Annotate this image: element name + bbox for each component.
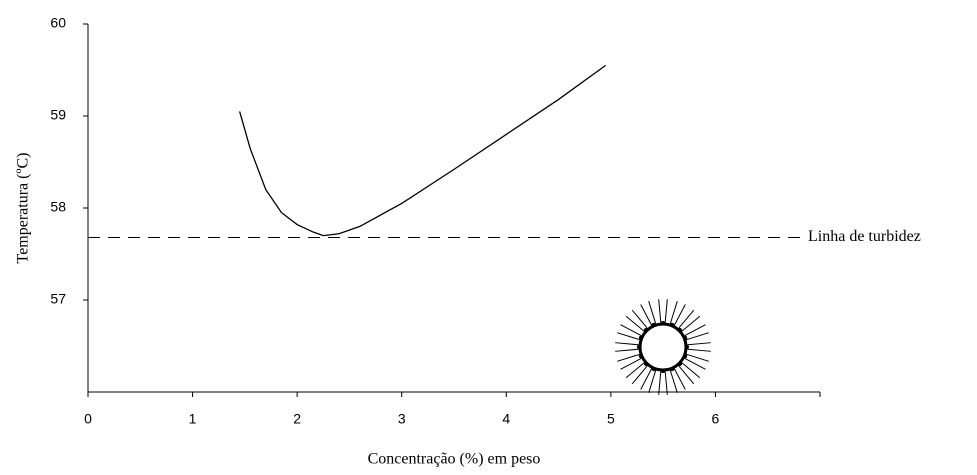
y-axis-label: Temperatura (ºC) bbox=[15, 153, 32, 264]
micelle-tail bbox=[681, 362, 701, 379]
micelle-tail bbox=[664, 371, 668, 395]
micelle-tail bbox=[658, 299, 662, 323]
curve bbox=[239, 64, 607, 237]
x-tick-label: 5 bbox=[607, 411, 615, 427]
micelle-tail bbox=[678, 365, 695, 385]
y-tick-label: 57 bbox=[50, 291, 66, 307]
micelle-tail bbox=[658, 371, 662, 395]
micelle-tail bbox=[631, 309, 648, 329]
micelle-tail bbox=[620, 358, 642, 370]
micelle-tail bbox=[669, 370, 678, 393]
micelle-tail bbox=[686, 353, 709, 362]
y-tick-label: 60 bbox=[50, 15, 66, 31]
micelle-tail bbox=[615, 348, 639, 352]
y-tick-label: 59 bbox=[50, 107, 66, 123]
micelle-tail bbox=[686, 332, 709, 341]
micelle-tail bbox=[640, 304, 652, 326]
micelle-tail bbox=[687, 348, 711, 352]
micelle-tail bbox=[631, 365, 648, 385]
micelle-tail bbox=[674, 368, 686, 390]
micelle-tail bbox=[669, 301, 678, 324]
micelle-tail bbox=[625, 315, 645, 332]
micelle-tail bbox=[684, 358, 706, 370]
x-tick-label: 4 bbox=[502, 411, 510, 427]
reference-line-label: Linha de turbidez bbox=[808, 228, 921, 245]
micelle-tail bbox=[687, 342, 711, 346]
x-axis-label: Concentração (%) em peso bbox=[368, 451, 541, 468]
micelle-tail bbox=[684, 324, 706, 336]
micelle-tail bbox=[615, 342, 639, 346]
micelle-tail bbox=[648, 301, 657, 324]
x-tick-label: 1 bbox=[189, 411, 197, 427]
micelle-tail bbox=[617, 332, 640, 341]
micelle-tail bbox=[620, 324, 642, 336]
micelle-tail bbox=[617, 353, 640, 362]
x-tick-label: 6 bbox=[712, 411, 720, 427]
micelle-tail bbox=[625, 362, 645, 379]
micelle-core bbox=[638, 322, 688, 372]
x-tick-label: 2 bbox=[293, 411, 301, 427]
micelle-tail bbox=[678, 309, 695, 329]
micelle-tail bbox=[681, 315, 701, 332]
x-tick-label: 3 bbox=[398, 411, 406, 427]
micelle-tail bbox=[648, 370, 657, 393]
micelle-tail bbox=[674, 304, 686, 326]
y-tick-label: 58 bbox=[50, 199, 66, 215]
micelle-tail bbox=[664, 299, 668, 323]
x-tick-label: 0 bbox=[84, 411, 92, 427]
micelle-tail bbox=[640, 368, 652, 390]
